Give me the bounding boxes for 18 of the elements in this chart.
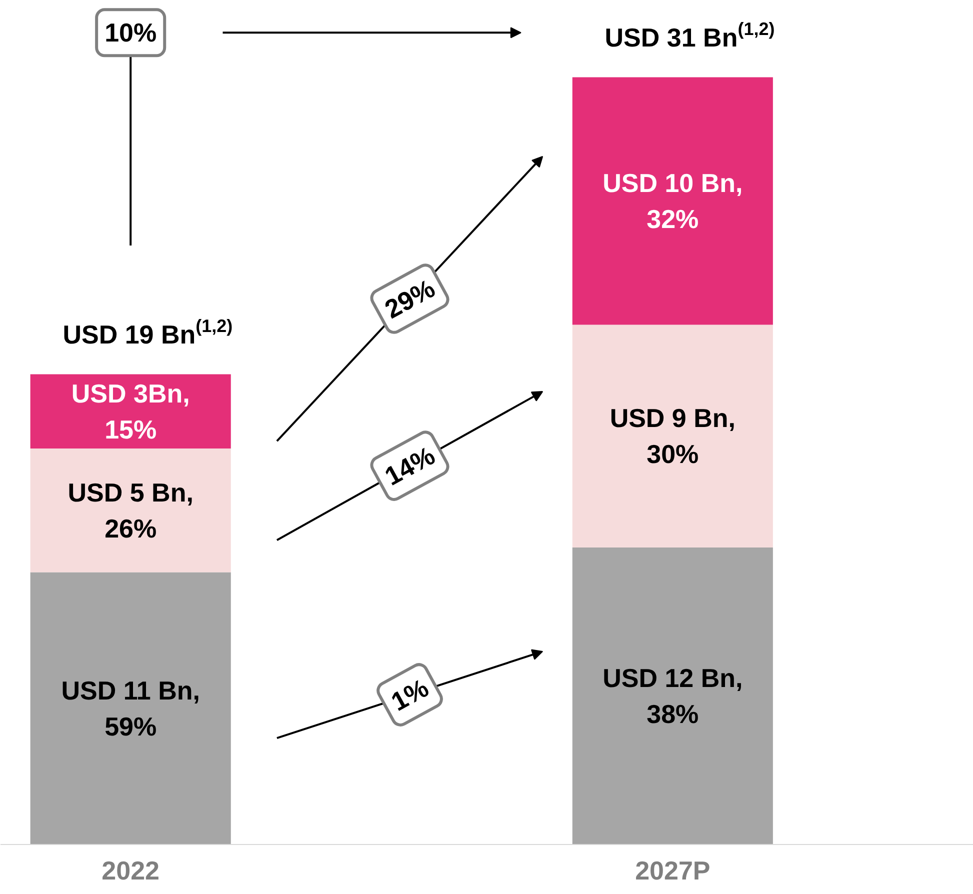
annotation: 1% xyxy=(386,672,434,717)
data-label: USD 11 Bn, 59% xyxy=(61,675,200,742)
data-label: USD 10 Bn, 32% xyxy=(602,168,743,234)
x-tick-label: 2022 xyxy=(102,856,160,886)
data-label: USD 5 Bn, 26% xyxy=(68,477,194,544)
text: 10% xyxy=(104,18,157,48)
data-label: USD 3Bn, 15% xyxy=(71,378,190,444)
bar xyxy=(30,374,231,448)
annotation: 29% xyxy=(380,273,440,324)
data-label: USD 12 Bn, 38% xyxy=(602,662,743,729)
x-tick-label: 2027P xyxy=(635,856,710,886)
bar xyxy=(30,572,231,844)
bar xyxy=(572,324,773,548)
bar xyxy=(572,547,773,844)
data-label: USD 9 Bn, 30% xyxy=(610,403,736,470)
annotation: 14% xyxy=(380,440,440,492)
bar xyxy=(30,448,231,572)
bar xyxy=(572,77,773,325)
